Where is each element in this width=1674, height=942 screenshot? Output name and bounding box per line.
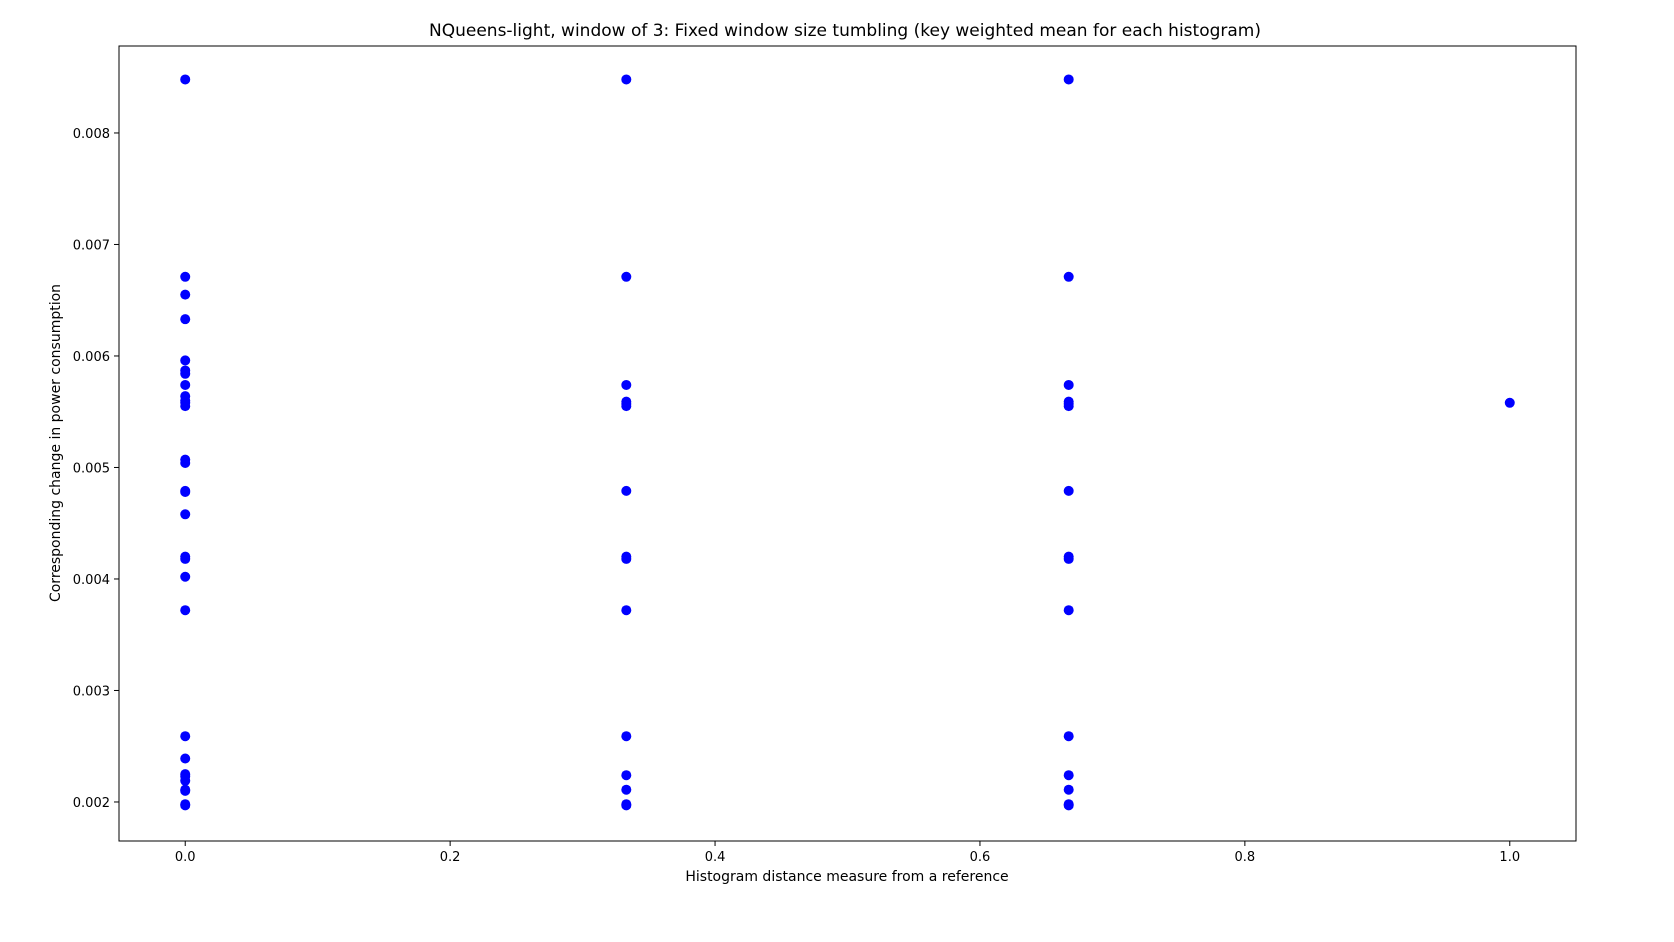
data-point xyxy=(1063,605,1074,616)
data-point xyxy=(1063,784,1074,795)
data-point xyxy=(1063,770,1074,781)
data-point xyxy=(621,74,632,85)
data-point xyxy=(621,605,632,616)
data-point xyxy=(1063,553,1074,564)
data-point xyxy=(621,784,632,795)
x-axis: 0.0 0.2 0.4 0.6 0.8 1.0 xyxy=(175,841,1520,865)
data-point xyxy=(621,379,632,390)
data-point xyxy=(180,271,191,282)
data-point xyxy=(180,571,191,582)
data-point xyxy=(180,74,191,85)
data-point xyxy=(180,314,191,325)
data-point xyxy=(1063,800,1074,811)
data-point xyxy=(621,553,632,564)
x-tick-label: 0.6 xyxy=(970,850,991,865)
y-tick-label: 0.005 xyxy=(73,461,110,476)
data-point xyxy=(1504,397,1515,408)
x-tick-label: 1.0 xyxy=(1499,850,1520,865)
chart-title: NQueens-light, window of 3: Fixed window… xyxy=(429,21,1261,41)
data-point xyxy=(1063,271,1074,282)
x-tick-label: 0.4 xyxy=(705,850,726,865)
data-point xyxy=(180,775,191,786)
data-point xyxy=(180,785,191,796)
data-points xyxy=(180,74,1515,811)
x-tick-label: 0.0 xyxy=(175,850,196,865)
data-point xyxy=(1063,379,1074,390)
data-point xyxy=(180,401,191,412)
x-axis-label: Histogram distance measure from a refere… xyxy=(685,869,1008,885)
data-point xyxy=(180,605,191,616)
data-point xyxy=(1063,74,1074,85)
plot-area-frame xyxy=(118,45,1577,842)
data-point xyxy=(180,458,191,469)
data-point xyxy=(180,753,191,764)
data-point xyxy=(621,800,632,811)
data-point xyxy=(621,485,632,496)
data-point xyxy=(180,800,191,811)
data-point xyxy=(621,770,632,781)
x-tick-label: 0.8 xyxy=(1235,850,1256,865)
data-point xyxy=(1063,731,1074,742)
data-point xyxy=(1063,485,1074,496)
data-point xyxy=(621,271,632,282)
data-point xyxy=(180,379,191,390)
data-point xyxy=(180,731,191,742)
y-tick-label: 0.003 xyxy=(73,684,110,699)
data-point xyxy=(180,368,191,379)
y-axis: 0.002 0.003 0.004 0.005 0.006 0.007 0.008 xyxy=(73,127,119,811)
data-point xyxy=(1063,401,1074,412)
data-point xyxy=(621,731,632,742)
data-point xyxy=(180,553,191,564)
y-tick-label: 0.004 xyxy=(73,573,110,588)
data-point xyxy=(180,289,191,300)
x-tick-label: 0.2 xyxy=(440,850,461,865)
y-tick-label: 0.007 xyxy=(73,238,110,253)
data-point xyxy=(180,355,191,366)
y-tick-label: 0.008 xyxy=(73,127,110,142)
data-point xyxy=(180,487,191,498)
data-point xyxy=(180,509,191,520)
data-point xyxy=(621,401,632,412)
y-tick-label: 0.002 xyxy=(73,796,110,811)
y-tick-label: 0.006 xyxy=(73,350,110,365)
y-axis-label: Corresponding change in power consumptio… xyxy=(48,284,64,602)
